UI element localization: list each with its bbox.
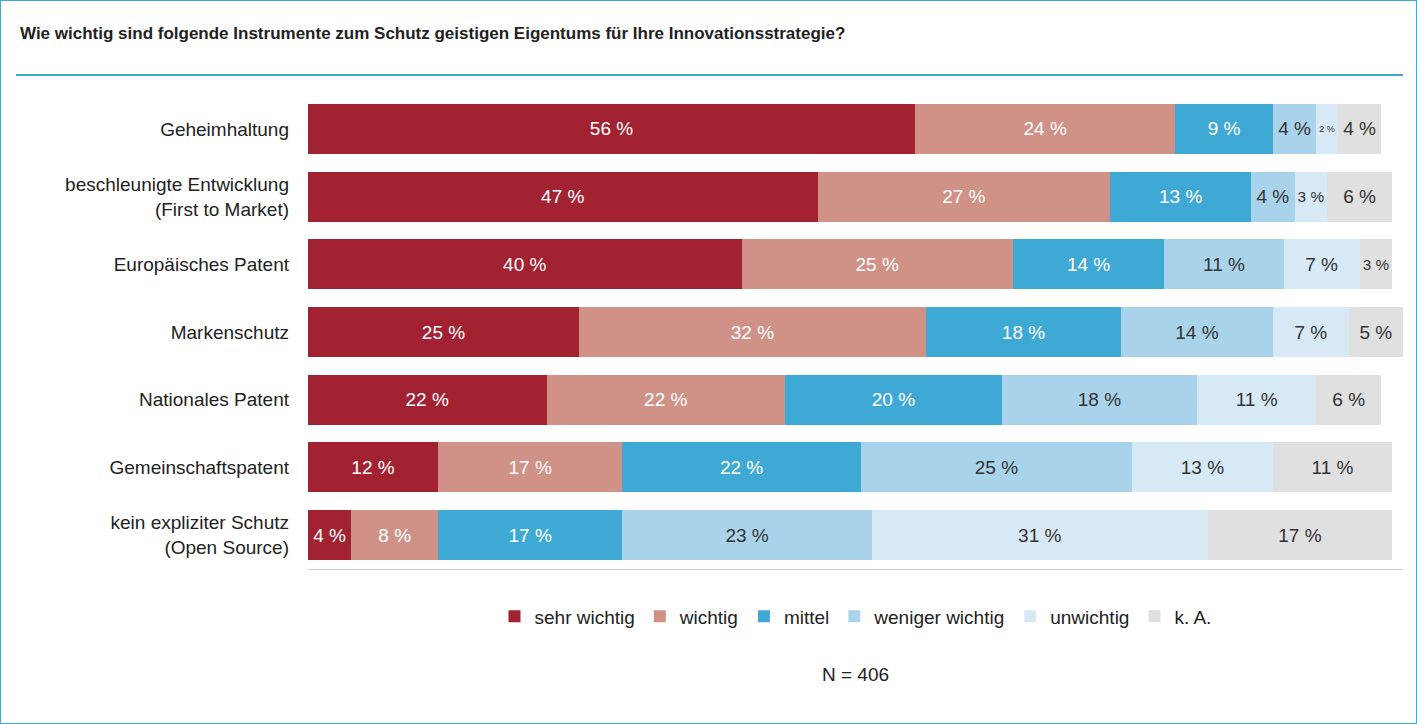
svg-text:4 %: 4 % (313, 525, 346, 546)
svg-text:11 %: 11 % (1236, 389, 1278, 410)
svg-text:7 %: 7 % (1294, 322, 1327, 343)
svg-text:17 %: 17 % (509, 525, 552, 546)
svg-text:47 %: 47 % (541, 186, 584, 207)
svg-text:Gemeinschaftspatent: Gemeinschaftspatent (109, 457, 289, 478)
svg-text:5 %: 5 % (1359, 322, 1392, 343)
svg-text:k. A.: k. A. (1174, 607, 1211, 628)
svg-text:13 %: 13 % (1159, 186, 1202, 207)
svg-text:4 %: 4 % (1256, 186, 1289, 207)
svg-text:8 %: 8 % (378, 525, 411, 546)
svg-text:56 %: 56 % (590, 118, 633, 139)
svg-text:11 %: 11 % (1312, 457, 1354, 478)
svg-text:11 %: 11 % (1203, 254, 1245, 275)
svg-text:2 %: 2 % (1319, 124, 1335, 134)
svg-text:Nationales Patent: Nationales Patent (139, 389, 290, 410)
svg-text:17 %: 17 % (509, 457, 552, 478)
svg-text:3 %: 3 % (1363, 256, 1390, 273)
svg-text:6 %: 6 % (1332, 389, 1365, 410)
svg-text:sehr wichtig: sehr wichtig (535, 607, 635, 628)
svg-text:12 %: 12 % (351, 457, 394, 478)
svg-text:Europäisches Patent: Europäisches Patent (114, 254, 290, 275)
svg-text:31 %: 31 % (1018, 525, 1061, 546)
svg-text:32 %: 32 % (731, 322, 774, 343)
svg-text:unwichtig: unwichtig (1050, 607, 1129, 628)
svg-text:27 %: 27 % (942, 186, 985, 207)
svg-text:Wie wichtig sind folgende Inst: Wie wichtig sind folgende Instrumente zu… (20, 24, 845, 43)
svg-text:13 %: 13 % (1181, 457, 1224, 478)
svg-text:kein expliziter Schutz(Open So: kein expliziter Schutz(Open Source) (111, 512, 289, 558)
svg-text:Markenschutz: Markenschutz (171, 322, 289, 343)
svg-text:weniger wichtig: weniger wichtig (873, 607, 1004, 628)
svg-text:23 %: 23 % (725, 525, 768, 546)
svg-text:7 %: 7 % (1305, 254, 1338, 275)
svg-text:N = 406: N = 406 (822, 664, 889, 685)
svg-text:4 %: 4 % (1343, 118, 1376, 139)
svg-text:Geheimhaltung: Geheimhaltung (160, 119, 289, 140)
svg-text:17 %: 17 % (1278, 525, 1321, 546)
svg-text:14 %: 14 % (1067, 254, 1110, 275)
svg-text:14 %: 14 % (1175, 322, 1218, 343)
svg-text:4 %: 4 % (1278, 118, 1311, 139)
svg-text:40 %: 40 % (503, 254, 546, 275)
svg-text:18 %: 18 % (1002, 322, 1045, 343)
svg-text:9 %: 9 % (1208, 118, 1241, 139)
svg-text:22 %: 22 % (720, 457, 763, 478)
svg-text:25 %: 25 % (422, 322, 465, 343)
svg-text:22 %: 22 % (406, 389, 449, 410)
svg-text:3 %: 3 % (1298, 188, 1325, 205)
svg-text:25 %: 25 % (975, 457, 1018, 478)
svg-text:24 %: 24 % (1024, 118, 1067, 139)
svg-text:20 %: 20 % (872, 389, 915, 410)
svg-text:18 %: 18 % (1078, 389, 1121, 410)
svg-text:wichtig: wichtig (679, 607, 738, 628)
svg-text:22 %: 22 % (644, 389, 687, 410)
svg-text:6 %: 6 % (1343, 186, 1376, 207)
svg-text:mittel: mittel (784, 607, 829, 628)
svg-text:beschleunigte Entwicklung(Firs: beschleunigte Entwicklung(First to Marke… (65, 174, 289, 220)
svg-text:25 %: 25 % (855, 254, 898, 275)
